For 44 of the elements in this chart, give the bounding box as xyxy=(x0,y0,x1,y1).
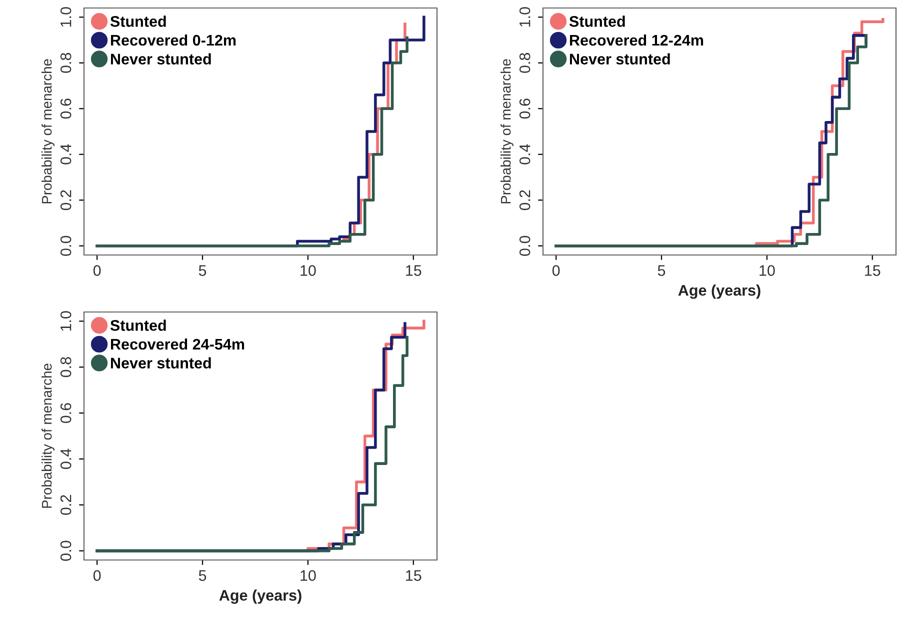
y-tick-label: 1.0 xyxy=(60,7,72,27)
y-tick-label: 0.2 xyxy=(60,495,72,515)
legend-label: Stunted xyxy=(110,320,166,331)
y-tick-label: 0.0 xyxy=(60,236,72,256)
x-tick-label: 0 xyxy=(93,265,101,276)
y-tick-label: 0.2 xyxy=(519,190,530,210)
x-tick-label: 15 xyxy=(865,265,880,276)
x-tick-label: 10 xyxy=(760,265,775,276)
x-tick-label: 15 xyxy=(406,265,422,276)
x-tick-label: 0 xyxy=(552,265,560,276)
legend-label: Recovered 12-24m xyxy=(570,34,704,46)
y-tick-label: 1.0 xyxy=(519,7,530,27)
y-tick-label: 0.6 xyxy=(60,403,72,424)
legend-label: Stunted xyxy=(569,16,625,27)
y-tick-label: 0.8 xyxy=(519,52,530,73)
y-tick-label: 0.6 xyxy=(519,98,530,119)
y-tick-label: 0.2 xyxy=(60,190,72,210)
x-tick-label: 10 xyxy=(300,570,316,581)
x-tick-label: 5 xyxy=(198,265,206,276)
y-tick-label: 0.4 xyxy=(60,448,72,469)
legend-label: Recovered 0-12m xyxy=(110,34,236,46)
x-tick-label: 5 xyxy=(658,265,666,276)
y-axis-title: Probability of menarche xyxy=(42,59,54,204)
x-tick-label: 15 xyxy=(406,570,422,581)
x-tick-label: 0 xyxy=(93,570,101,581)
x-tick-label: 10 xyxy=(300,265,316,276)
y-tick-label: 0.0 xyxy=(60,540,72,561)
y-tick-label: 0.6 xyxy=(60,98,72,119)
y-tick-label: 0.8 xyxy=(60,357,72,378)
x-axis-title: Age (years) xyxy=(678,284,760,299)
y-tick-label: 0.4 xyxy=(519,144,530,164)
legend-label: Never stunted xyxy=(570,53,670,65)
y-tick-label: 0.0 xyxy=(519,236,530,256)
legend-label: Recovered 24-54m xyxy=(110,338,244,350)
y-tick-label: 1.0 xyxy=(60,311,72,331)
y-axis-title: Probability of menarche xyxy=(500,59,514,204)
x-tick-label: 5 xyxy=(198,570,206,581)
legend-label: Stunted xyxy=(110,16,166,27)
y-tick-label: 0.8 xyxy=(60,52,72,73)
y-tick-label: 0.4 xyxy=(60,144,72,164)
y-axis-title: Probability of menarche xyxy=(42,364,54,508)
x-axis-title: Age (years) xyxy=(219,590,302,604)
legend-label: Never stunted xyxy=(110,53,211,65)
legend-label: Never stunted xyxy=(110,357,211,369)
